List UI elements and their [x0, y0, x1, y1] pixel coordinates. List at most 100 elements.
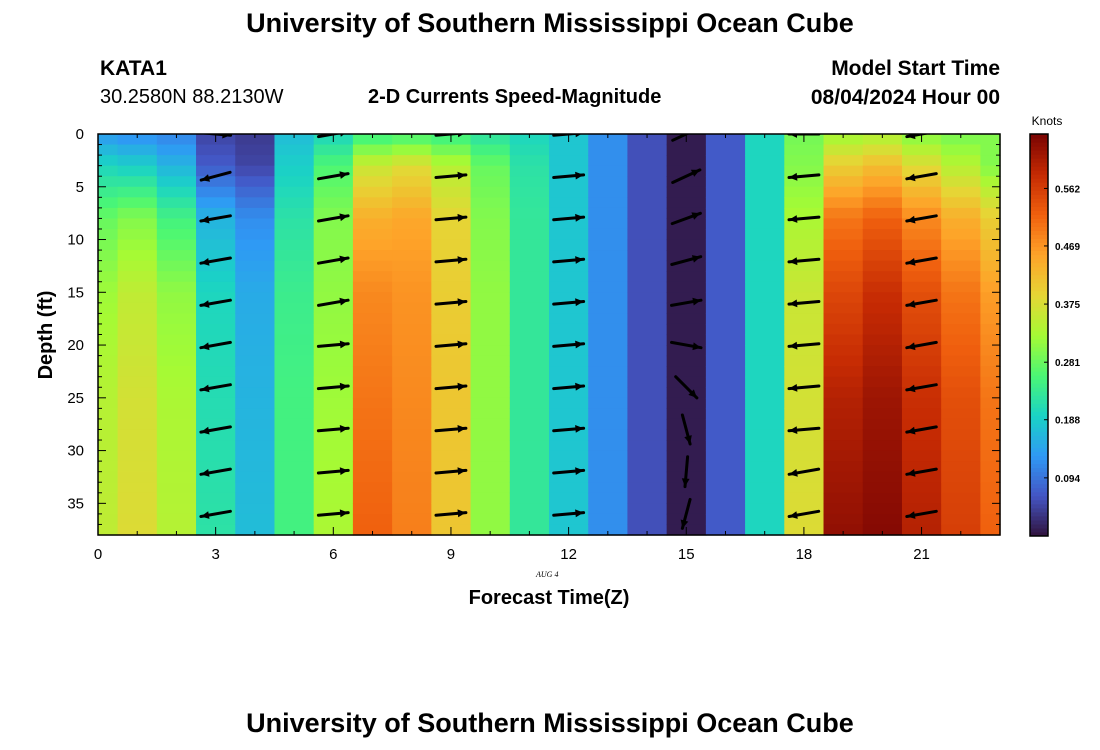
heatmap-cell	[941, 186, 981, 198]
heatmap-cell	[862, 429, 903, 441]
heatmap-cell	[352, 345, 393, 357]
heatmap-cell	[549, 302, 589, 314]
heatmap-cell	[98, 239, 119, 251]
heatmap-cell	[549, 471, 589, 483]
colorbar-segment	[1030, 158, 1048, 163]
heatmap-cell	[941, 503, 981, 515]
heatmap-cell	[666, 376, 707, 388]
heatmap-cell	[901, 376, 942, 388]
heatmap-cell	[196, 176, 236, 188]
heatmap-cell	[941, 334, 981, 346]
heatmap-cell	[392, 397, 432, 409]
heatmap-cell	[313, 492, 354, 504]
current-arrow	[787, 172, 821, 181]
heatmap-cell	[705, 366, 746, 378]
heatmap-cell	[352, 418, 393, 431]
heatmap-cell	[627, 134, 668, 146]
heatmap-cell	[509, 134, 550, 146]
heatmap-cell	[509, 176, 550, 188]
heatmap-cell	[705, 471, 746, 483]
heatmap-cell	[431, 461, 472, 473]
heatmap-cell	[745, 281, 785, 293]
heatmap-cell	[392, 450, 432, 462]
station-coords: 30.2580N 88.2130W	[100, 86, 284, 108]
heatmap-cell	[862, 323, 903, 336]
heatmap-cell	[156, 165, 197, 177]
heatmap-cell	[588, 207, 629, 220]
heatmap-cell	[352, 323, 393, 336]
heatmap-cell	[470, 471, 511, 483]
heatmap-cell	[156, 418, 197, 431]
heatmap-cell	[666, 260, 707, 272]
heatmap-cell	[666, 155, 707, 167]
heatmap-cell	[745, 345, 785, 357]
heatmap-cell	[901, 503, 942, 515]
heatmap-cell	[235, 366, 276, 378]
heatmap-cell	[470, 513, 511, 526]
heatmap-cell	[901, 302, 942, 314]
heatmap-cell	[980, 144, 1001, 156]
current-arrow	[199, 467, 232, 477]
heatmap-cell	[549, 503, 589, 515]
heatmap-cell	[509, 418, 550, 431]
heatmap-cell	[274, 397, 315, 409]
colorbar-segment	[1030, 451, 1048, 457]
heatmap-cell	[705, 461, 746, 473]
y-tick-label: 10	[67, 232, 84, 249]
current-vectors	[199, 134, 938, 530]
heatmap-cell	[980, 134, 1001, 146]
heatmap-cell	[862, 155, 903, 167]
heatmap-cell	[274, 176, 315, 188]
colorbar-segment	[1030, 399, 1048, 404]
heatmap-cell	[823, 271, 864, 283]
colorbar-segment	[1030, 146, 1048, 151]
current-arrow	[674, 375, 699, 400]
current-arrow	[552, 509, 586, 518]
heatmap-cell	[862, 302, 903, 314]
heatmap-cell	[901, 440, 942, 452]
heatmap-cell	[901, 207, 942, 220]
heatmap-cell	[156, 492, 197, 504]
heatmap-cell	[862, 260, 903, 272]
heatmap-cell	[980, 355, 1001, 367]
heatmap-cell	[235, 429, 276, 441]
current-arrow	[552, 382, 586, 391]
heatmap-cell	[627, 429, 668, 441]
heatmap-cell	[274, 313, 315, 325]
heatmap-cell	[156, 440, 197, 452]
heatmap-cell	[352, 260, 393, 272]
heatmap-cell	[470, 186, 511, 198]
heatmap-cell	[274, 492, 315, 504]
heatmap-cell	[901, 186, 942, 198]
current-arrow	[316, 425, 350, 433]
heatmap-cell	[941, 387, 981, 399]
heatmap-cell	[666, 440, 707, 452]
heatmap-cell	[588, 397, 629, 409]
heatmap-cell	[901, 260, 942, 272]
heatmap-cell	[313, 186, 354, 198]
heatmap-cell	[274, 186, 315, 198]
heatmap-cell	[392, 524, 432, 536]
heatmap-cell	[549, 271, 589, 283]
heatmap-cell	[627, 366, 668, 378]
current-arrow	[434, 509, 468, 518]
heatmap-cell	[470, 355, 511, 367]
current-arrow	[905, 172, 938, 182]
heatmap-cell	[823, 197, 864, 209]
heatmap-cell	[431, 281, 472, 293]
heatmap-cell	[549, 513, 589, 526]
heatmap-cell	[431, 397, 472, 409]
heatmap-cell	[470, 239, 511, 251]
heatmap-cell	[274, 197, 315, 209]
heatmap-cell	[392, 239, 432, 251]
heatmap-cell	[823, 176, 864, 188]
heatmap-cell	[313, 313, 354, 325]
heatmap-cell	[901, 461, 942, 473]
heatmap-cell	[627, 345, 668, 357]
heatmap-cell	[313, 503, 354, 515]
heatmap-cell	[470, 492, 511, 504]
heatmap-cell	[588, 197, 629, 209]
heatmap-cell	[117, 524, 158, 536]
heatmap-cell	[352, 239, 393, 251]
heatmap-cell	[98, 366, 119, 378]
